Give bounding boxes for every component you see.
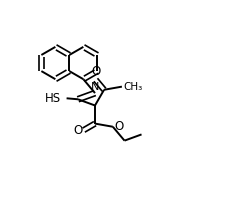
Text: O: O [91,65,100,78]
Text: CH₃: CH₃ [124,82,143,92]
Text: HS: HS [45,92,61,105]
Text: O: O [73,124,82,137]
Text: O: O [114,120,124,133]
Text: N: N [91,82,99,92]
